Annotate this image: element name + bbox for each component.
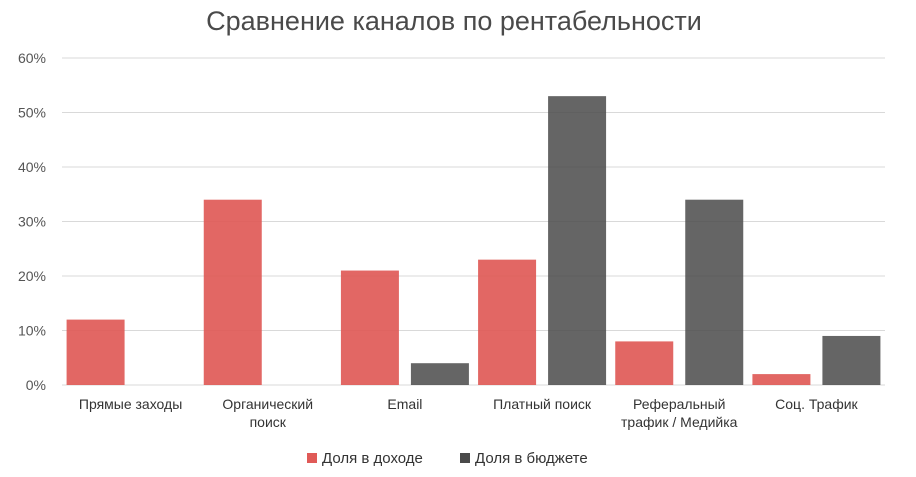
x-tick-label: Email <box>387 396 422 412</box>
x-tick-label: Прямые заходы <box>79 396 182 412</box>
legend: Доля в доходе Доля в бюджете <box>307 450 588 467</box>
y-tick-label: 20% <box>18 268 46 284</box>
bar-revenue-share <box>203 199 262 385</box>
y-tick-label: 40% <box>18 159 46 175</box>
bar-budget-share <box>685 199 744 385</box>
y-tick-label: 60% <box>18 50 46 66</box>
y-tick-label: 10% <box>18 323 46 339</box>
legend-swatch <box>307 453 317 463</box>
x-tick-label: Реферальный трафик / Медийка <box>621 396 738 430</box>
x-tick-label: Органический поиск <box>222 396 313 430</box>
bar-budget-share <box>410 363 469 385</box>
grid-lines <box>62 57 885 386</box>
y-tick-label: 30% <box>18 214 46 230</box>
bar-revenue-share <box>66 319 125 385</box>
bar-budget-share <box>822 335 881 385</box>
y-tick-label: 0% <box>26 377 46 393</box>
bar-revenue-share <box>478 259 537 385</box>
bar-revenue-share <box>615 341 674 385</box>
bar-budget-share <box>548 96 607 386</box>
y-tick-label: 50% <box>18 105 46 121</box>
x-axis-labels: Прямые заходы Органический поиск Email Платн… <box>79 396 859 430</box>
x-tick-label: Соц. Трафик <box>775 396 858 412</box>
bar-revenue-share <box>752 374 811 385</box>
y-axis-ticks: 0% 10% 20% 30% 40% 50% 60% <box>18 50 46 393</box>
legend-label: Доля в бюджете <box>475 450 588 467</box>
chart-title: Сравнение каналов по рентабельности <box>206 6 702 36</box>
bar-revenue-share <box>340 270 399 385</box>
legend-swatch <box>460 453 470 463</box>
x-tick-label: Платный поиск <box>493 396 592 412</box>
legend-label: Доля в доходе <box>322 450 423 467</box>
bars <box>66 96 881 386</box>
